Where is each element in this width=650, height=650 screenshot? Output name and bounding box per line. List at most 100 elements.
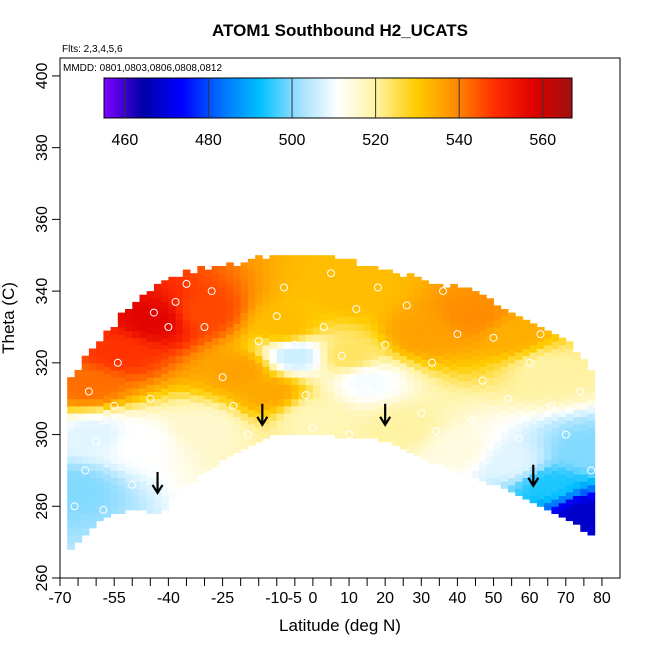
heatmap-cell bbox=[103, 402, 112, 410]
heatmap-cell bbox=[356, 402, 364, 410]
heatmap-cell bbox=[370, 301, 379, 310]
heatmap-cell bbox=[74, 513, 83, 522]
heatmap-cell bbox=[211, 344, 220, 353]
heatmap-cell bbox=[276, 276, 285, 285]
heatmap-cell bbox=[139, 402, 148, 410]
heatmap-cell bbox=[74, 384, 83, 392]
heatmap-cell bbox=[255, 427, 263, 436]
heatmap-cell bbox=[197, 359, 205, 367]
heatmap-cell bbox=[276, 298, 285, 306]
heatmap-cell bbox=[493, 370, 502, 378]
heatmap-cell bbox=[153, 377, 162, 385]
heatmap-cell bbox=[139, 445, 148, 453]
heatmap-cell bbox=[298, 276, 307, 285]
heatmap-cell bbox=[153, 491, 162, 500]
heatmap-cell bbox=[74, 413, 83, 421]
heatmap-cell bbox=[356, 294, 364, 303]
heatmap-cell bbox=[508, 362, 516, 371]
heatmap-cell bbox=[341, 316, 350, 324]
heatmap-cell bbox=[161, 337, 169, 346]
heatmap-cell bbox=[211, 323, 220, 332]
heatmap-cell bbox=[320, 420, 328, 428]
heatmap-cell bbox=[204, 319, 213, 328]
heatmap-cell bbox=[392, 373, 401, 382]
heatmap-cell bbox=[464, 423, 473, 432]
heatmap-cell bbox=[204, 334, 213, 342]
heatmap-cell bbox=[284, 405, 292, 414]
heatmap-cell bbox=[291, 370, 299, 378]
sample-point bbox=[327, 269, 335, 278]
heatmap-cell bbox=[312, 327, 321, 335]
heatmap-cell bbox=[67, 463, 75, 471]
heatmap-cell bbox=[74, 527, 83, 536]
heatmap-cell bbox=[132, 316, 140, 324]
heatmap-cell bbox=[226, 391, 234, 400]
heatmap-cell bbox=[565, 348, 574, 357]
heatmap-cell bbox=[284, 413, 292, 421]
heatmap-cell bbox=[450, 427, 458, 436]
sample-point bbox=[182, 279, 191, 288]
heatmap-cell bbox=[522, 377, 531, 385]
heatmap-cell bbox=[435, 319, 444, 328]
heatmap-cell bbox=[182, 456, 191, 464]
x-tick-label: -40 bbox=[157, 590, 180, 607]
heatmap-cell bbox=[139, 323, 148, 332]
heatmap-cell bbox=[479, 395, 487, 403]
heatmap-cell bbox=[312, 269, 321, 278]
heatmap-cell bbox=[406, 438, 415, 446]
heatmap-cell bbox=[240, 341, 249, 349]
heatmap-cell bbox=[190, 294, 198, 303]
sample-point bbox=[363, 383, 372, 392]
heatmap-cell bbox=[139, 452, 148, 461]
heatmap-cell bbox=[587, 434, 596, 443]
heatmap-cell bbox=[269, 427, 278, 436]
heatmap-cell bbox=[291, 427, 299, 436]
heatmap-cell bbox=[219, 431, 227, 439]
heatmap-cell bbox=[551, 506, 560, 514]
heatmap-cell bbox=[197, 445, 205, 453]
heatmap-cell bbox=[428, 441, 437, 450]
heatmap-cell bbox=[88, 513, 97, 522]
heatmap-cell bbox=[450, 305, 458, 314]
heatmap-cell bbox=[276, 398, 285, 407]
heatmap-cell bbox=[464, 380, 473, 389]
heatmap-cell bbox=[190, 273, 198, 281]
heatmap-cell bbox=[240, 334, 249, 342]
heatmap-cell bbox=[421, 330, 429, 339]
heatmap-cell bbox=[529, 352, 538, 360]
heatmap-cell bbox=[363, 416, 372, 425]
heatmap-cell bbox=[168, 448, 177, 457]
heatmap-cell bbox=[508, 413, 516, 421]
heatmap-cell bbox=[139, 502, 148, 511]
heatmap-cell bbox=[522, 448, 531, 457]
heatmap-cell bbox=[471, 405, 480, 414]
heatmap-cell bbox=[587, 491, 596, 500]
heatmap-cell bbox=[74, 420, 83, 428]
heatmap-cell bbox=[464, 287, 473, 296]
heatmap-cell bbox=[551, 470, 560, 479]
heatmap-cell bbox=[320, 262, 328, 271]
heatmap-cell bbox=[211, 273, 220, 281]
heatmap-cell bbox=[471, 341, 480, 349]
heatmap-cell bbox=[580, 502, 588, 511]
heatmap-cell bbox=[558, 380, 567, 389]
heatmap-cell bbox=[168, 420, 177, 428]
heatmap-cell bbox=[298, 341, 307, 349]
heatmap-cell bbox=[182, 384, 191, 392]
heatmap-cell bbox=[110, 463, 119, 471]
heatmap-cell bbox=[67, 456, 75, 464]
heatmap-cell bbox=[327, 269, 336, 278]
heatmap-cell bbox=[312, 255, 321, 263]
heatmap-cell bbox=[565, 398, 574, 407]
heatmap-cell bbox=[508, 377, 516, 385]
heatmap-cell bbox=[349, 323, 357, 332]
heatmap-cell bbox=[197, 373, 205, 382]
heatmap-cell bbox=[399, 413, 408, 421]
sample-point bbox=[576, 387, 585, 396]
heatmap-cell bbox=[486, 341, 494, 349]
heatmap-cell bbox=[435, 298, 444, 306]
heatmap-cell bbox=[500, 366, 509, 375]
heatmap-cell bbox=[356, 330, 364, 339]
heatmap-cell bbox=[341, 287, 350, 296]
heatmap-cell bbox=[276, 255, 285, 263]
